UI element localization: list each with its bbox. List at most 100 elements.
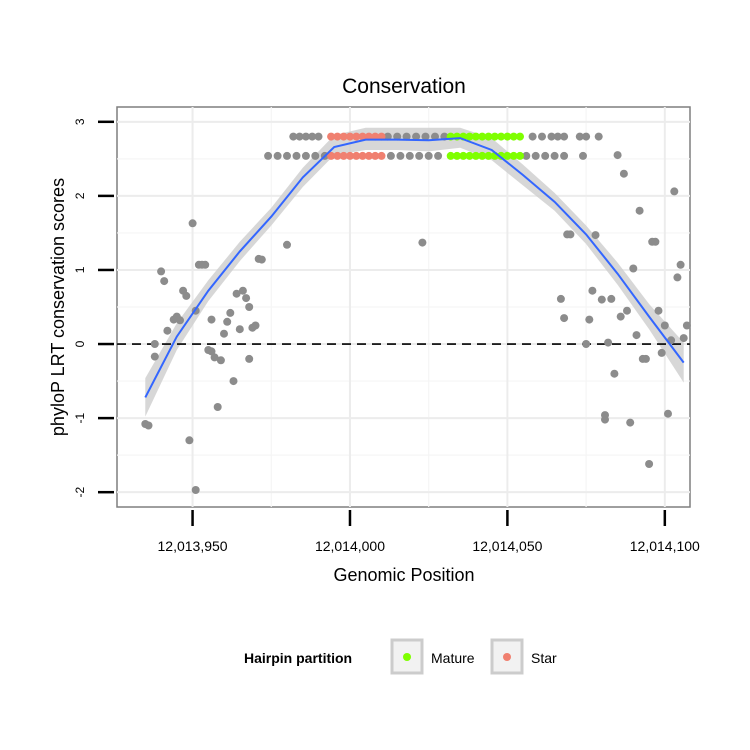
point-star xyxy=(339,151,348,160)
point-other xyxy=(421,132,430,141)
point-other xyxy=(396,151,405,160)
point-other xyxy=(585,315,594,324)
point-other xyxy=(220,329,228,338)
point-star xyxy=(333,132,342,141)
point-other xyxy=(242,294,251,303)
point-mature xyxy=(465,132,474,141)
point-star xyxy=(346,151,354,160)
point-other xyxy=(314,132,323,141)
point-star xyxy=(339,132,348,141)
point-other xyxy=(560,132,569,141)
point-other xyxy=(264,151,273,160)
y-tick-label: 1 xyxy=(73,266,87,273)
point-mature xyxy=(484,132,493,141)
point-other xyxy=(626,418,635,427)
point-other xyxy=(232,289,241,298)
point-other xyxy=(201,260,210,269)
point-other xyxy=(434,151,443,160)
point-mature xyxy=(509,151,518,160)
grid-lines xyxy=(117,107,690,507)
point-mature xyxy=(503,132,512,141)
point-other xyxy=(412,132,421,141)
point-other xyxy=(213,403,222,411)
point-mature xyxy=(503,151,512,160)
point-other xyxy=(415,151,424,160)
point-star xyxy=(352,151,361,160)
point-other xyxy=(594,132,603,141)
point-other xyxy=(610,369,619,378)
point-mature xyxy=(471,151,480,160)
point-other xyxy=(144,421,153,430)
point-other xyxy=(657,348,666,357)
point-other xyxy=(191,486,200,494)
chart-title: Conservation xyxy=(342,75,466,98)
point-mature xyxy=(459,151,468,160)
point-other xyxy=(623,306,631,315)
point-star xyxy=(364,151,373,160)
point-other xyxy=(163,326,172,335)
point-other xyxy=(664,409,672,418)
point-other xyxy=(560,151,569,160)
point-other xyxy=(670,187,679,196)
point-mature xyxy=(497,132,506,141)
point-other xyxy=(641,354,650,363)
point-other xyxy=(251,321,260,330)
point-other xyxy=(575,132,584,141)
point-other xyxy=(550,151,559,160)
point-other xyxy=(553,132,562,141)
point-other xyxy=(188,219,197,228)
point-other xyxy=(223,317,232,326)
smooth-line-layer xyxy=(144,137,685,398)
point-other xyxy=(591,231,600,240)
point-mature xyxy=(516,132,524,141)
y-tick-label: 3 xyxy=(73,118,87,125)
point-other xyxy=(292,151,301,160)
point-other xyxy=(257,255,266,264)
point-other xyxy=(295,132,304,141)
x-tick-label: 12,014,100 xyxy=(630,538,700,554)
point-other xyxy=(632,331,641,340)
point-other xyxy=(531,151,540,160)
point-other xyxy=(629,264,638,273)
point-other xyxy=(150,340,159,348)
y-tick-label: 2 xyxy=(73,192,87,199)
point-other xyxy=(386,151,395,160)
y-tick-label: -1 xyxy=(73,412,87,423)
point-other xyxy=(210,353,219,362)
point-other xyxy=(283,151,291,160)
confidence-band xyxy=(145,127,684,417)
point-other xyxy=(273,151,282,160)
point-mature xyxy=(478,132,487,141)
point-other xyxy=(207,315,216,324)
point-other xyxy=(289,132,298,141)
point-other xyxy=(613,151,622,160)
x-tick-label: 12,014,000 xyxy=(315,538,385,554)
point-star xyxy=(377,151,386,160)
point-other xyxy=(176,316,184,325)
axes: -2 -1 0 1 2 3 12,013,950 12,014,000 12,014,050 12… xyxy=(73,118,700,554)
y-axis-label: phyloP LRT conservation scores xyxy=(48,178,68,436)
point-other xyxy=(311,151,320,160)
y-tick-label: 0 xyxy=(73,340,87,347)
legend-key-mature xyxy=(403,653,411,661)
point-other xyxy=(616,312,625,321)
point-other xyxy=(601,415,609,424)
point-other xyxy=(654,306,663,315)
point-star xyxy=(333,151,342,160)
x-tick-label: 12,013,950 xyxy=(158,538,228,554)
point-other xyxy=(405,151,414,160)
point-other xyxy=(645,460,654,468)
x-axis-label: Genomic Position xyxy=(333,565,474,585)
confidence-band-layer xyxy=(145,127,684,417)
point-other xyxy=(431,132,439,141)
point-other xyxy=(660,321,669,330)
point-star xyxy=(358,151,367,160)
point-star xyxy=(327,151,336,160)
point-other xyxy=(301,132,310,141)
legend-label-mature: Mature xyxy=(431,650,475,666)
point-other xyxy=(235,325,244,334)
point-other xyxy=(283,240,291,249)
point-star xyxy=(327,132,336,141)
point-other xyxy=(635,206,644,215)
point-other xyxy=(418,238,427,247)
